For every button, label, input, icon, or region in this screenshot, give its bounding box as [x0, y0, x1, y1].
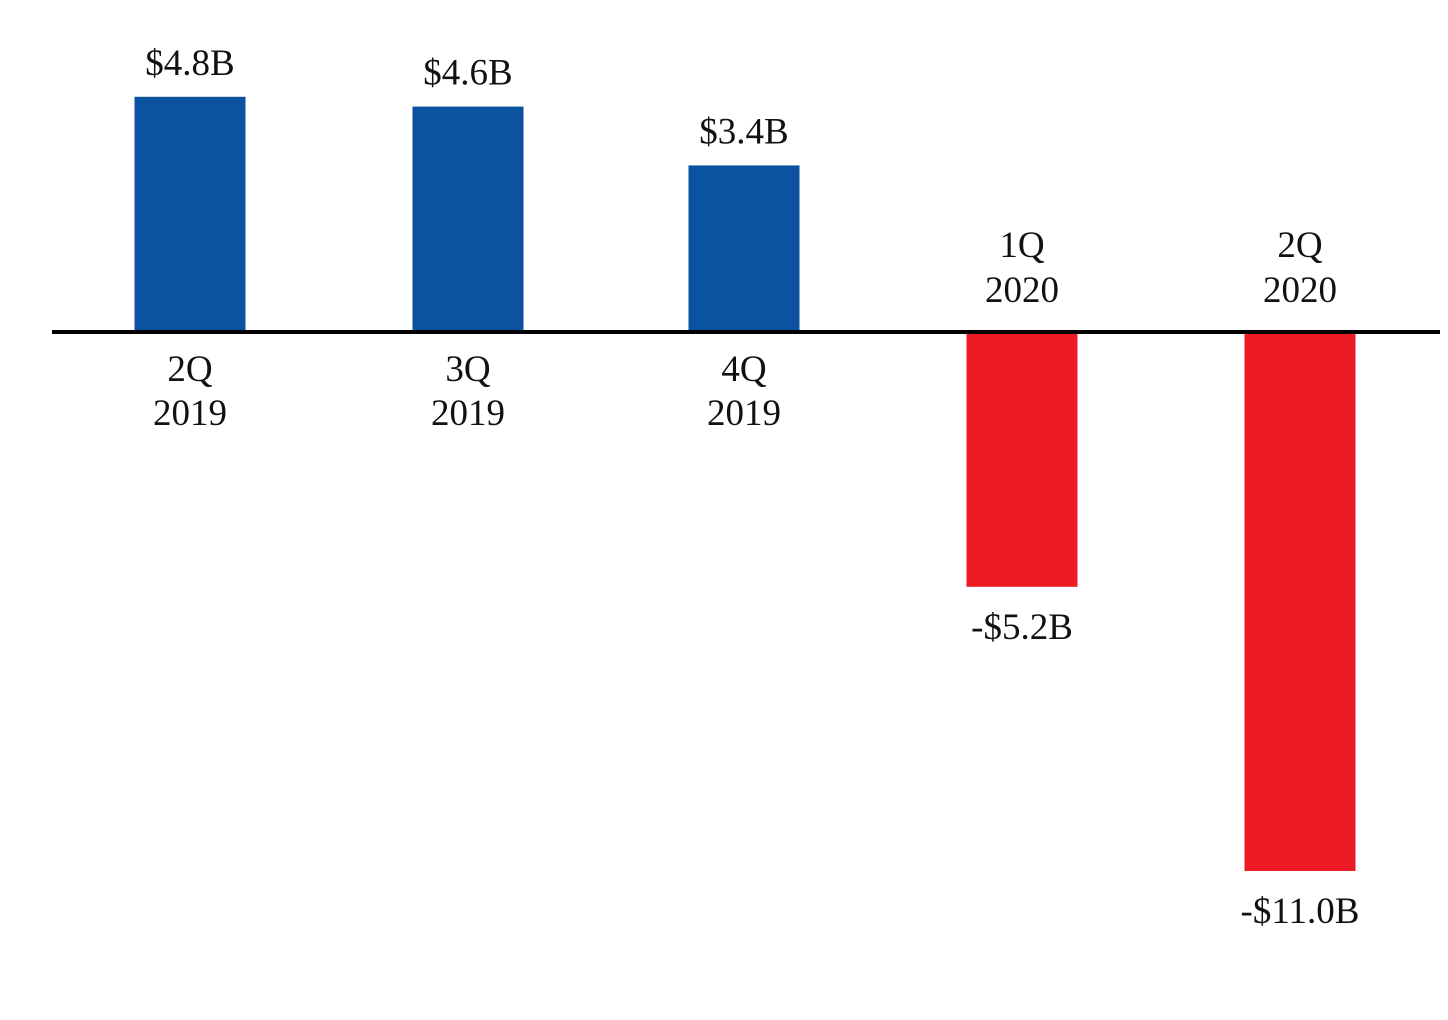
category-label-1-line2: 2019: [153, 393, 227, 434]
bar-5: [1244, 332, 1356, 871]
category-label-4-line1: 1Q: [999, 225, 1045, 266]
bars-group: [134, 96, 1356, 871]
bar-2: [412, 106, 524, 332]
category-label-1-line1: 2Q: [167, 349, 213, 390]
category-label-5-line1: 2Q: [1277, 225, 1323, 266]
category-label-3-line1: 4Q: [721, 349, 767, 390]
data-label-1: $4.8B: [145, 43, 234, 84]
category-label-2-line1: 3Q: [445, 349, 491, 390]
data-label-3: $3.4B: [699, 111, 788, 152]
data-label-4: -$5.2B: [971, 607, 1073, 648]
labels-group: $4.8B2Q2019$4.6B3Q2019$3.4B4Q20191Q2020-…: [145, 43, 1359, 932]
category-label-5-line2: 2020: [1263, 270, 1337, 311]
data-label-2: $4.6B: [423, 53, 512, 94]
category-label-3-line2: 2019: [707, 393, 781, 434]
data-label-5: -$11.0B: [1241, 891, 1360, 932]
bar-1: [134, 96, 246, 332]
bar-4: [966, 332, 1078, 587]
category-label-4-line2: 2020: [985, 270, 1059, 311]
category-label-2-line2: 2019: [431, 393, 505, 434]
bar-3: [688, 165, 800, 332]
